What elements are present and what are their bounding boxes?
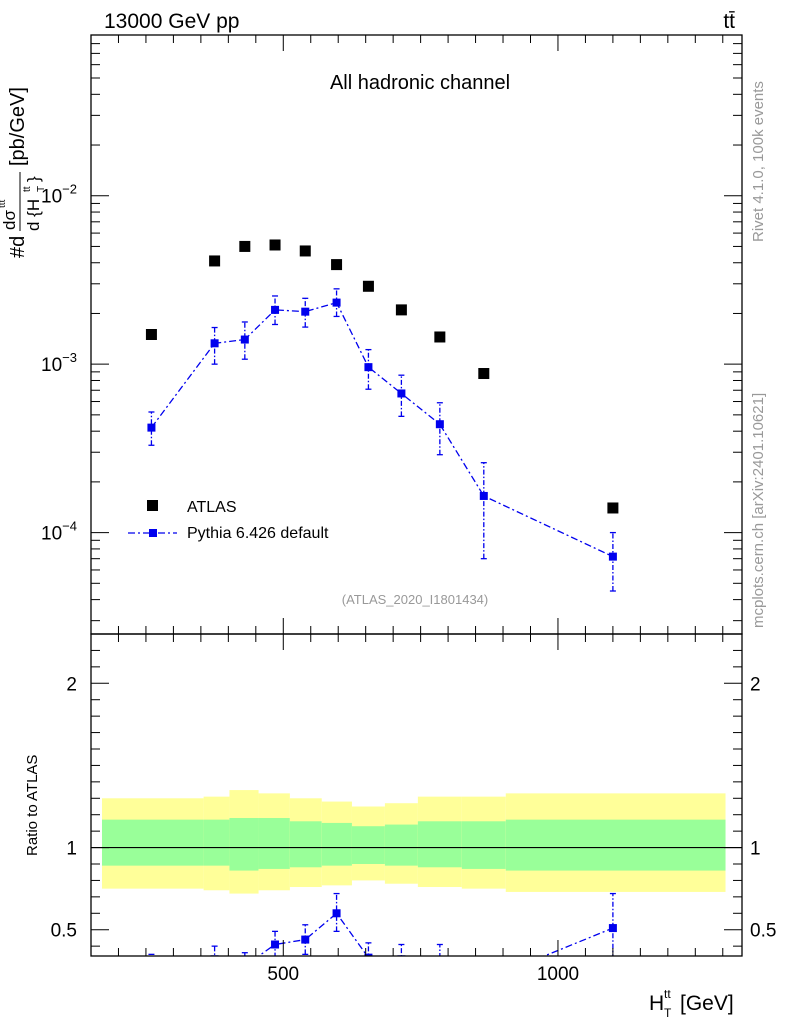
- pythia-point: [271, 305, 280, 314]
- svg-text:d {H: d {H: [24, 199, 43, 231]
- main-title: All hadronic channel: [330, 72, 510, 94]
- main-y-tick-base: 10: [41, 355, 62, 376]
- svg-text:T: T: [36, 186, 47, 192]
- svg-text:tt: tt: [664, 987, 671, 1001]
- legend-marker-pythia: [149, 529, 157, 537]
- main-y-tick-exponent: −4: [62, 519, 77, 534]
- ratio-point: [147, 962, 155, 970]
- pythia-point: [240, 335, 249, 344]
- ratio-band-inner: [505, 819, 726, 871]
- legend: ATLAS Pythia 6.426 default: [128, 499, 329, 542]
- ratio-y-tick-label-right: 1: [750, 839, 761, 860]
- ratio-point: [332, 909, 341, 918]
- ratio-panel-frame: [90, 633, 743, 957]
- main-y-tick-base: 10: [41, 187, 62, 208]
- svg-text:[pb/GeV]: [pb/GeV]: [7, 87, 29, 166]
- atlas-point: [239, 240, 251, 252]
- main-y-tick-label: 10−4: [41, 519, 77, 545]
- ratio-band-inner: [289, 821, 322, 868]
- ratio-band-inner: [461, 821, 506, 869]
- atlas-point: [209, 255, 221, 267]
- pythia-point: [364, 363, 373, 372]
- main-y-tick-label: 10−3: [41, 350, 77, 376]
- main-y-tick-label: 10−2: [41, 182, 77, 208]
- pythia-point: [435, 420, 444, 429]
- pythia-point: [608, 552, 617, 561]
- main-y-axis-label: #d dσ ttt d {H tt T } [pb/GeV]: [0, 87, 47, 258]
- atlas-point: [607, 502, 619, 514]
- pythia-point: [397, 389, 406, 398]
- ratio-band-inner: [384, 824, 418, 866]
- svg-text:H: H: [649, 992, 664, 1015]
- ratio-band-inner: [258, 818, 290, 869]
- ratio-axis-ticks: 0.5 0.5 1 1 2 2 500 1000: [51, 634, 776, 985]
- svg-text:ttt: ttt: [0, 199, 8, 208]
- ratio-y-tick-label-right: 0.5: [750, 921, 776, 942]
- legend-label-atlas: ATLAS: [187, 499, 237, 516]
- pythia-point: [147, 423, 156, 432]
- ratio-point: [271, 940, 280, 949]
- ratio-bands-layer: [91, 790, 742, 894]
- rivet-label: Rivet 4.1.0, 100k events: [750, 81, 767, 242]
- ratio-point: [480, 977, 488, 985]
- svg-text:dσ: dσ: [0, 210, 19, 230]
- legend-label-pythia: Pythia 6.426 default: [187, 525, 329, 542]
- pythia-point: [332, 298, 341, 307]
- source-label: mcplots.cern.ch [arXiv:2401.10621]: [750, 393, 767, 628]
- watermark-label: (ATLAS_2020_I1801434): [342, 592, 488, 607]
- ratio-band-inner: [351, 826, 385, 864]
- ratio-point: [241, 962, 249, 970]
- pythia-series-line: [150, 301, 614, 558]
- ratio-band-inner: [417, 821, 462, 868]
- main-y-tick-base: 10: [41, 524, 62, 545]
- atlas-point: [269, 239, 281, 251]
- x-tick-label: 1000: [537, 964, 579, 985]
- ratio-band-inner: [101, 819, 204, 866]
- svg-text:#d: #d: [7, 236, 29, 258]
- main-y-tick-exponent: −2: [62, 182, 77, 197]
- energy-label: 13000 GeV pp: [104, 10, 239, 33]
- main-y-tick-exponent: −3: [62, 350, 77, 365]
- pythia-point: [479, 491, 488, 500]
- svg-text:[GeV]: [GeV]: [680, 992, 734, 1015]
- legend-marker-atlas: [147, 500, 158, 511]
- main-panel-frame: [90, 34, 743, 635]
- process-label: tt̄: [723, 10, 735, 33]
- ratio-band-inner: [203, 819, 230, 866]
- pythia-point: [210, 339, 219, 348]
- x-axis-label: H tt T [GeV]: [649, 987, 734, 1020]
- main-axis-ticks: 10−410−310−2: [41, 34, 742, 634]
- svg-text:}: }: [24, 176, 43, 182]
- ratio-y-tick-label-left: 1: [66, 839, 77, 860]
- atlas-point: [299, 245, 311, 257]
- ratio-point: [364, 953, 373, 956]
- pythia-point: [301, 307, 310, 316]
- ratio-band-inner: [321, 822, 352, 866]
- main-plot-layer: [145, 239, 619, 592]
- ratio-y-tick-label-left: 2: [66, 674, 77, 695]
- atlas-point: [478, 368, 490, 380]
- ratio-y-axis-label: Ratio to ATLAS: [24, 755, 41, 856]
- atlas-point: [331, 259, 343, 271]
- ratio-point: [301, 935, 310, 944]
- ratio-point: [436, 959, 444, 967]
- atlas-point: [362, 280, 374, 292]
- ratio-y-tick-label-right: 2: [750, 674, 761, 695]
- svg-text:T: T: [664, 1006, 672, 1020]
- ratio-band-inner: [229, 818, 259, 871]
- atlas-point: [145, 329, 157, 340]
- ratio-point: [608, 924, 617, 933]
- x-tick-label: 500: [267, 964, 299, 985]
- svg-text:tt: tt: [22, 186, 33, 192]
- atlas-point: [434, 331, 446, 343]
- atlas-point: [395, 304, 407, 316]
- ratio-y-tick-label-left: 0.5: [51, 921, 77, 942]
